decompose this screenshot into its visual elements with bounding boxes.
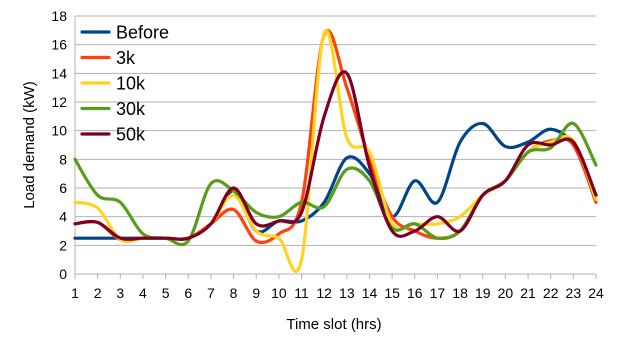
x-tick-label: 24 (588, 285, 604, 301)
legend-label-30k: 30k (116, 99, 146, 119)
x-tick-label: 3 (116, 285, 124, 301)
y-tick-label: 14 (51, 65, 67, 81)
legend: Before 3k 10k 30k 50k (80, 23, 169, 145)
x-tick-label: 9 (252, 285, 260, 301)
series-line-before (73, 121, 598, 241)
x-tick-label: 18 (452, 285, 468, 301)
y-axis-label: Load demand (kW) (21, 81, 38, 209)
x-tick-label: 8 (230, 285, 238, 301)
y-tick-label: 18 (51, 8, 67, 24)
x-tick-label: 7 (207, 285, 215, 301)
x-tick-label: 4 (139, 285, 147, 301)
x-tick-label: 16 (407, 285, 423, 301)
series-lines (73, 29, 598, 273)
y-tick-label: 16 (51, 37, 67, 53)
x-tick-label: 15 (384, 285, 400, 301)
series-line-10k (73, 29, 598, 273)
legend-label-before: Before (116, 23, 169, 43)
y-tick-label: 0 (59, 266, 67, 282)
y-tick-label: 10 (51, 123, 67, 139)
series-line-30k (73, 121, 598, 247)
x-tick-label: 11 (294, 285, 309, 301)
x-tick-label: 22 (543, 285, 559, 301)
x-tick-label: 19 (475, 285, 491, 301)
series-line-50k (73, 70, 598, 241)
x-tick-label: 17 (430, 285, 446, 301)
x-axis-label: Time slot (hrs) (286, 316, 381, 333)
y-tick-label: 4 (59, 209, 67, 225)
legend-label-3k: 3k (116, 48, 136, 68)
legend-label-10k: 10k (116, 74, 146, 94)
x-tick-label: 1 (71, 285, 79, 301)
axes (74, 16, 597, 279)
y-tick-label: 8 (59, 151, 67, 167)
y-tick-label: 12 (51, 94, 67, 110)
x-tick-label: 2 (94, 285, 102, 301)
y-tick-label: 2 (59, 237, 67, 253)
legend-label-50k: 50k (116, 125, 146, 145)
x-tick-label: 13 (339, 285, 355, 301)
y-tick-label: 6 (59, 180, 67, 196)
x-tick-label: 23 (566, 285, 582, 301)
x-tick-label: 6 (184, 285, 192, 301)
x-tick-label: 10 (271, 285, 287, 301)
x-tick-label: 5 (162, 285, 170, 301)
x-tick-label: 14 (362, 285, 378, 301)
x-tick-label: 12 (316, 285, 332, 301)
x-tick-label: 20 (498, 285, 514, 301)
x-tick-label: 21 (520, 285, 536, 301)
